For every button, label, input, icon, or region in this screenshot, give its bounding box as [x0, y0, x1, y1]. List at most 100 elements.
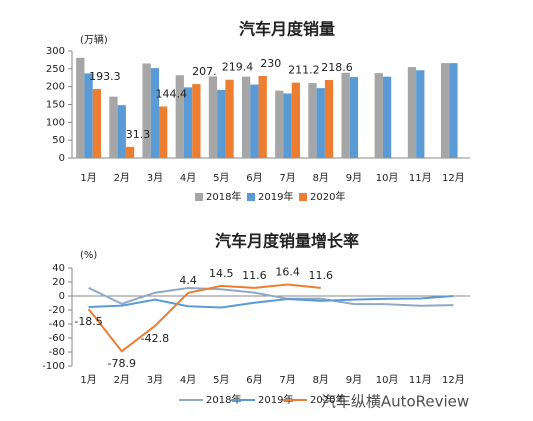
y-tick-label: 0: [59, 291, 65, 302]
y-unit-label: (万辆): [80, 33, 108, 46]
data-label: 218.6: [321, 61, 353, 74]
bar: [283, 93, 292, 158]
y-tick-label: 200: [46, 82, 65, 93]
line: [88, 286, 454, 307]
data-label: 211.2: [288, 64, 320, 77]
bar: [349, 77, 359, 158]
y-tick-label: -20: [49, 305, 65, 316]
legend-swatch: [195, 193, 203, 201]
bar: [382, 76, 392, 158]
y-tick-label: 100: [46, 117, 65, 128]
x-tick-label: 1月: [80, 374, 96, 386]
legend-swatch: [247, 193, 255, 201]
bar: [250, 84, 259, 158]
bar: [291, 82, 301, 158]
bar: [150, 68, 160, 158]
bar: [109, 96, 118, 158]
bar: [275, 90, 284, 158]
data-label: 31.3: [126, 128, 151, 141]
x-tick-label: 1月: [80, 172, 96, 184]
bar: [125, 146, 135, 158]
y-tick-label: -100: [42, 361, 65, 372]
bar: [208, 76, 218, 158]
line: [87, 283, 321, 353]
legend-swatch: [299, 193, 307, 201]
data-label: -42.8: [141, 332, 169, 345]
bar: [440, 63, 450, 159]
bar: [192, 84, 201, 158]
bar: [316, 88, 325, 158]
legend-label: 2020年: [310, 393, 345, 406]
x-tick-label: 12月: [442, 172, 465, 184]
x-tick-label: 3月: [147, 374, 163, 386]
y-tick-label: 300: [46, 46, 65, 57]
data-label: 11.6: [309, 269, 334, 282]
x-tick-label: 6月: [246, 172, 262, 184]
x-tick-label: 11月: [409, 374, 432, 386]
data-label: -18.5: [74, 315, 102, 328]
bar: [183, 87, 193, 158]
data-label: 144.4: [155, 87, 187, 100]
bar: [92, 89, 102, 158]
x-tick-label: 5月: [213, 172, 229, 184]
x-tick-label: 12月: [442, 374, 465, 386]
y-tick-label: 0: [59, 153, 65, 164]
data-label: 14.5: [209, 267, 234, 280]
data-label: 230: [260, 57, 281, 70]
y-tick-label: 20: [52, 277, 65, 288]
x-tick-label: 2月: [114, 172, 130, 184]
bar: [175, 75, 184, 158]
data-label: 219.4: [222, 61, 254, 74]
x-tick-label: 8月: [313, 172, 329, 184]
y-tick-label: 40: [52, 263, 65, 274]
x-tick-label: 4月: [180, 172, 196, 184]
data-label: 4.4: [179, 274, 197, 287]
bar: [308, 83, 317, 158]
bar: [374, 73, 383, 158]
legend-label: 2018年: [206, 393, 241, 406]
x-tick-label: 7月: [279, 374, 295, 386]
bar: [241, 76, 251, 158]
x-tick-label: 10月: [376, 374, 399, 386]
y-unit-label: (%): [80, 250, 97, 261]
bar: [258, 75, 267, 158]
bar: [407, 67, 417, 158]
chart-title: 汽车月度销量增长率: [215, 232, 359, 251]
y-tick-label: 150: [46, 100, 65, 111]
x-tick-label: 8月: [313, 374, 329, 386]
bar: [117, 105, 126, 158]
chart-title: 汽车月度销量: [239, 20, 335, 39]
data-label: 16.4: [275, 266, 300, 279]
line: [88, 295, 454, 309]
data-label: 193.3: [89, 70, 121, 83]
bar: [341, 72, 350, 158]
x-tick-label: 7月: [279, 172, 295, 184]
x-tick-label: 11月: [409, 172, 432, 184]
x-tick-label: 9月: [346, 172, 362, 184]
legend-label: 2018年: [206, 190, 241, 203]
data-label: 207.: [192, 65, 217, 78]
y-tick-label: 250: [46, 64, 65, 75]
y-tick-label: -80: [49, 347, 65, 358]
bar: [225, 79, 234, 158]
x-tick-label: 6月: [246, 374, 262, 386]
bar: [142, 63, 151, 158]
y-tick-label: -40: [49, 319, 65, 330]
bar: [76, 57, 85, 158]
x-tick-label: 2月: [114, 374, 130, 386]
bar: [324, 80, 334, 158]
x-tick-label: 9月: [346, 374, 362, 386]
data-label: 11.6: [242, 269, 267, 282]
x-tick-label: 10月: [376, 172, 399, 184]
bar: [159, 106, 168, 158]
x-tick-label: 5月: [213, 374, 229, 386]
bar: [84, 73, 93, 158]
x-tick-label: 3月: [147, 172, 163, 184]
bar: [449, 63, 458, 159]
bar: [416, 70, 425, 158]
x-tick-label: 4月: [180, 374, 196, 386]
legend-label: 2019年: [258, 393, 293, 406]
data-label: -78.9: [108, 357, 136, 370]
watermark: 汽车纵横AutoReview: [321, 393, 469, 411]
